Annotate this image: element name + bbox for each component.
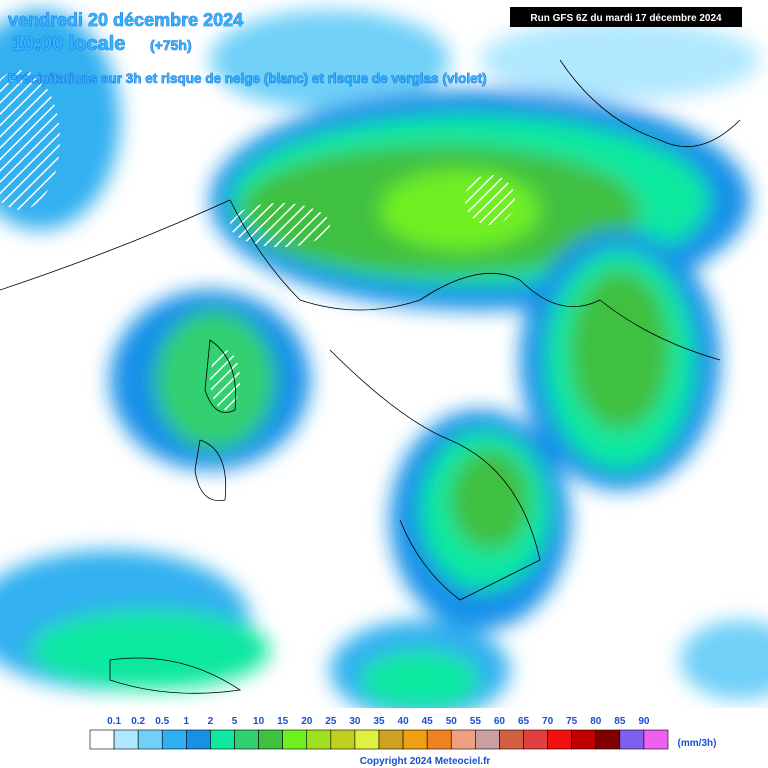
legend-label: 35 — [373, 716, 385, 727]
legend-swatch — [161, 729, 187, 750]
legend-label: 5 — [232, 716, 238, 727]
legend-label: 60 — [494, 716, 506, 727]
run-box — [510, 7, 742, 27]
legend-label: 0.5 — [155, 716, 169, 727]
legend-swatch — [234, 729, 259, 750]
legend-swatch — [330, 729, 356, 750]
coastlines — [0, 59, 741, 694]
legend-swatch — [475, 729, 500, 750]
time: 10:00 locale — [12, 33, 125, 55]
legend-swatch — [643, 729, 669, 750]
legend-swatch — [378, 729, 404, 750]
legend-swatch — [282, 729, 308, 750]
legend-swatch — [137, 729, 163, 750]
legend-label: 75 — [566, 716, 578, 727]
legend-swatch — [402, 729, 428, 750]
legend-label: 15 — [277, 716, 289, 727]
legend-swatch — [210, 729, 235, 750]
legend-label: 20 — [301, 716, 313, 727]
date: vendredi 20 décembre 2024 — [8, 10, 243, 30]
legend-swatch — [426, 729, 452, 750]
legend-swatch — [499, 729, 524, 750]
copyright: Copyright 2024 Meteociel.fr — [360, 756, 491, 767]
legend-label: 25 — [325, 716, 337, 727]
legend-swatch — [523, 729, 548, 750]
legend-swatch — [113, 729, 139, 750]
legend-label: 10 — [253, 716, 265, 727]
legend-swatch — [306, 729, 332, 750]
legend-label: 50 — [446, 716, 458, 727]
legend-label: 30 — [349, 716, 361, 727]
legend-swatch — [595, 729, 621, 750]
legend-swatch — [258, 729, 283, 750]
legend-swatch — [571, 729, 597, 750]
precip-field — [0, 10, 768, 720]
legend-label: 0.2 — [131, 716, 145, 727]
legend-label: 1 — [184, 716, 190, 727]
legend-unit: (mm/3h) — [678, 738, 717, 749]
legend: 0.1 0.2 0.5 1 2 5 10 15 20 25 30 35 40 45 50 55 60 65 70 75… — [89, 716, 669, 750]
snow-hatch — [0, 70, 515, 410]
legend-swatch — [186, 729, 211, 750]
legend-label: 0.1 — [107, 716, 121, 727]
legend-label: 90 — [638, 716, 650, 727]
legend-label: 40 — [398, 716, 410, 727]
legend-swatch — [89, 729, 115, 750]
legend-swatch — [450, 729, 476, 750]
legend-label: 2 — [208, 716, 214, 727]
legend-label: 65 — [518, 716, 530, 727]
legend-label: 45 — [422, 716, 434, 727]
run-label: Run GFS 6Z du mardi 17 décembre 2024 — [530, 13, 722, 24]
subtitle: Précipitations sur 3h et risque de neige… — [8, 71, 487, 86]
legend-label: 70 — [542, 716, 554, 727]
legend-swatch — [354, 729, 380, 750]
legend-label: 80 — [590, 716, 602, 727]
legend-label: 55 — [470, 716, 482, 727]
legend-label: 85 — [614, 716, 626, 727]
lead-time: (+75h) — [150, 37, 192, 53]
legend-swatch — [547, 729, 572, 750]
legend-swatch — [619, 729, 645, 750]
